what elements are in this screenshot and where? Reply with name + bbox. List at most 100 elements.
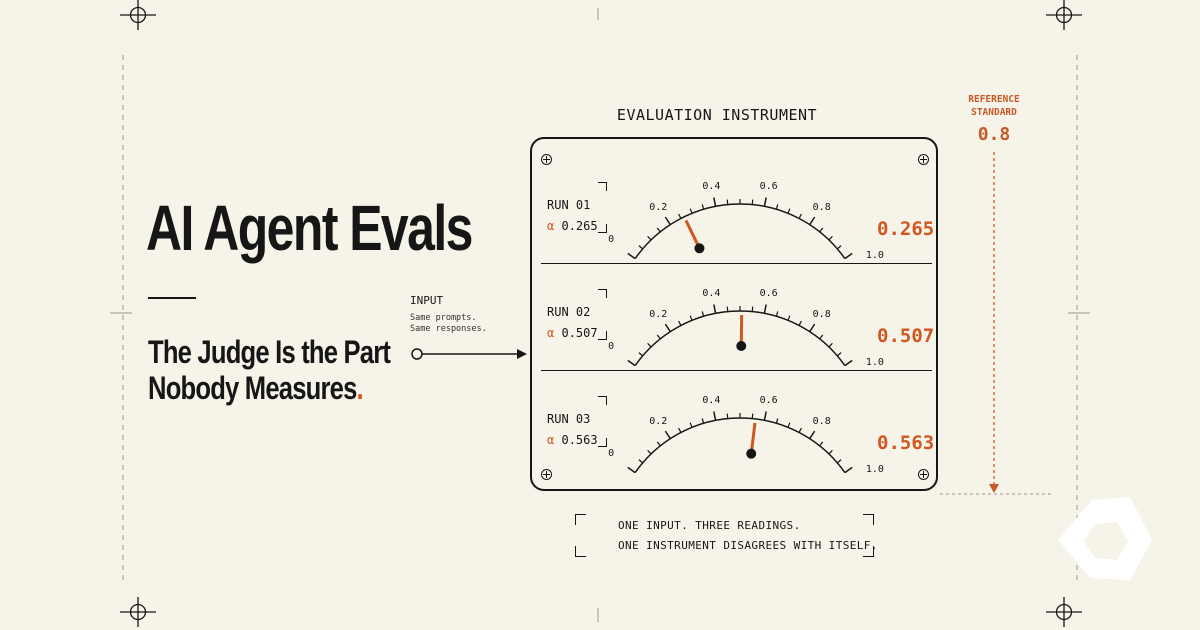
gauge-major-tick	[664, 323, 671, 333]
gauge-minor-tick	[689, 208, 693, 214]
gauge-major-tick	[713, 304, 717, 314]
gauge-scale-label: 0	[608, 234, 614, 245]
arrow-down-icon	[989, 484, 999, 493]
subtitle-line-1: The Judge Is the Part	[148, 334, 391, 370]
gauge-minor-tick	[647, 449, 652, 455]
gauge-scale-label: 1.0	[866, 250, 884, 261]
gauge-major-tick	[763, 304, 767, 314]
gauge-minor-tick	[678, 320, 682, 326]
subtitle-period: .	[356, 370, 364, 406]
gauge-minor-tick	[678, 213, 682, 219]
input-desc-line-2: Same responses.	[410, 324, 487, 334]
gauge-major-tick	[763, 411, 767, 421]
run-reading: 0.563	[877, 432, 935, 454]
run-label: RUN 02	[547, 305, 591, 319]
gauge-minor-tick	[656, 334, 661, 340]
gauge-minor-tick	[656, 227, 661, 233]
gauge-minor-tick	[689, 315, 693, 321]
frame-edge-ticks	[110, 8, 1090, 622]
caption-bracket	[575, 514, 586, 525]
gauge-scale-label: 1.0	[866, 464, 884, 475]
page-subtitle: The Judge Is the Part Nobody Measures.	[148, 334, 391, 406]
registration-mark-icon	[1046, 597, 1082, 627]
run-alpha: α 0.507	[547, 326, 598, 340]
run-label: RUN 03	[547, 412, 591, 426]
alpha-symbol: α	[547, 219, 555, 233]
gauge-minor-tick	[836, 459, 842, 464]
alpha-value: 0.563	[561, 433, 598, 447]
reference-value: 0.8	[977, 124, 1011, 145]
row-divider	[541, 370, 932, 372]
gauge-major-tick	[809, 430, 816, 440]
gauge-scale-label: 0.4	[702, 288, 720, 299]
gauge-major-tick	[844, 252, 853, 260]
caption-line-1: ONE INPUT. THREE READINGS.	[618, 519, 801, 532]
gauge-scale-label: 0.4	[702, 395, 720, 406]
caption-bracket	[863, 514, 874, 525]
gauge-major-tick	[809, 323, 816, 333]
row-divider	[541, 263, 932, 265]
screw-icon	[541, 469, 552, 480]
gauge-minor-tick	[836, 245, 842, 250]
gauge-scale-label: 0	[608, 341, 614, 352]
reference-label-line-1: REFERENCE	[968, 94, 1020, 105]
registration-mark-icon	[1046, 0, 1082, 30]
gauge-minor-tick	[787, 208, 791, 214]
reference-label: REFERENCE STANDARD	[958, 93, 1030, 119]
gauge-scale-label: 0.2	[649, 309, 667, 320]
gauge-minor-tick	[638, 352, 644, 357]
gauge-scale-label: 0.8	[813, 202, 831, 213]
gauge-scale-label: 0.8	[813, 416, 831, 427]
gauge-minor-tick	[819, 441, 824, 447]
alpha-symbol: α	[547, 433, 555, 447]
gauge-minor-tick	[656, 441, 661, 447]
run-reading: 0.265	[877, 218, 935, 240]
input-label: INPUT	[410, 294, 444, 307]
gauge-pivot	[694, 243, 705, 254]
alpha-symbol: α	[547, 326, 555, 340]
gauge-scale-label: 0	[608, 448, 614, 459]
reference-label-line-2: STANDARD	[971, 107, 1017, 118]
run-label-bracket	[598, 182, 607, 191]
gauge-minor-tick	[798, 427, 802, 433]
gauge-minor-tick	[689, 422, 693, 428]
screw-icon	[541, 154, 552, 165]
gauge-scale-label: 0.8	[813, 309, 831, 320]
screw-icon	[918, 469, 929, 480]
gauge-major-tick	[664, 216, 671, 226]
gauge-minor-tick	[836, 352, 842, 357]
input-desc-line-1: Same prompts.	[410, 313, 477, 323]
gauge-scale-label: 0.6	[760, 395, 778, 406]
run-alpha: α 0.563	[547, 433, 598, 447]
gauge-major-tick	[809, 216, 816, 226]
run-label-bracket	[598, 396, 607, 405]
page-title: AI Agent Evals	[146, 192, 473, 264]
gauge-minor-tick	[775, 311, 779, 317]
gauge-minor-tick	[638, 245, 644, 250]
logo-icon	[1058, 497, 1152, 580]
alpha-value: 0.507	[561, 326, 598, 340]
input-arrow	[411, 348, 527, 360]
gauge-minor-tick	[828, 449, 833, 455]
gauge-minor-tick	[647, 342, 652, 348]
gauge-major-tick	[713, 197, 717, 207]
caption-bracket	[863, 546, 874, 557]
run-label-bracket	[598, 438, 607, 447]
gauge-scale-label: 0.2	[649, 416, 667, 427]
gauge-minor-tick	[701, 418, 705, 424]
gauge-minor-tick	[819, 334, 824, 340]
gauge-pivot	[736, 341, 747, 352]
gauge-needle	[684, 219, 701, 249]
run-alpha: α 0.265	[547, 219, 598, 233]
gauge-minor-tick	[787, 315, 791, 321]
gauge-minor-tick	[819, 227, 824, 233]
gauge-scale-label: 1.0	[866, 357, 884, 368]
title-divider	[148, 297, 196, 299]
gauge-scale-label: 0.2	[649, 202, 667, 213]
gauge-minor-tick	[701, 204, 705, 210]
gauge-minor-tick	[798, 320, 802, 326]
